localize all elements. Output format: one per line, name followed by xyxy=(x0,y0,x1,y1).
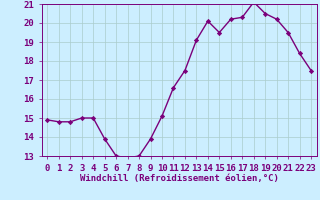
X-axis label: Windchill (Refroidissement éolien,°C): Windchill (Refroidissement éolien,°C) xyxy=(80,174,279,183)
